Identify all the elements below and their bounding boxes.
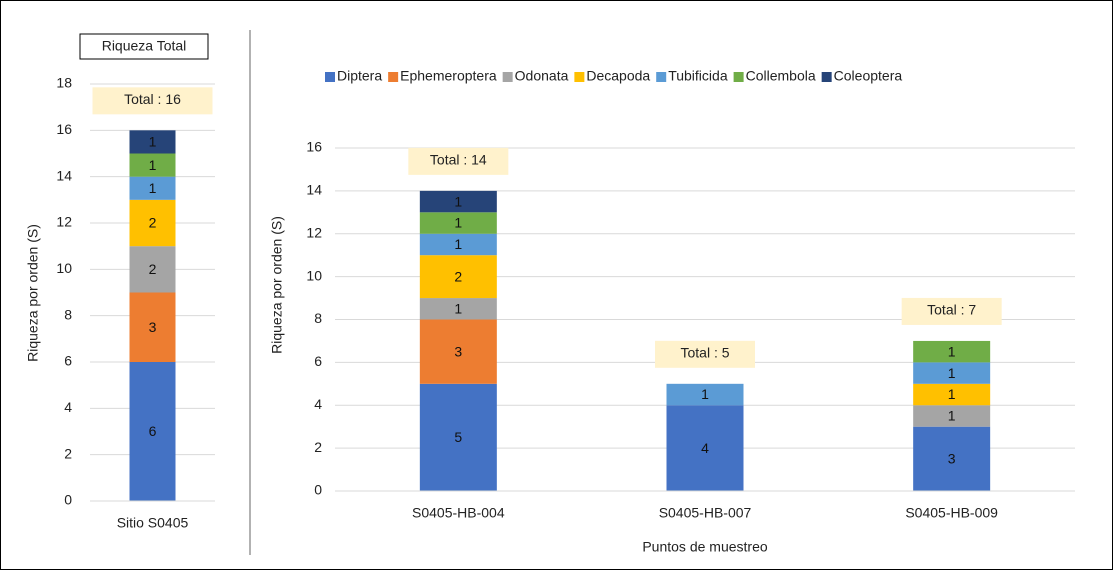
y-tick-label: 4 [64,399,72,415]
x-axis-label: Puntos de muestreo [642,539,768,555]
bar-segment [129,246,176,293]
y-tick-label: 10 [56,260,72,276]
bar-segment [129,362,176,501]
legend-swatch [574,72,585,82]
data-label: 1 [454,300,462,316]
legend-swatch [325,72,335,82]
annotation: Total : 5 [680,345,729,361]
bar-segment [913,405,991,427]
y-tick-label: 6 [64,353,72,369]
bar-segment [913,362,991,384]
annotation: Total : 7 [927,302,976,318]
legend-label: Coleoptera [834,68,903,84]
bar-segment [129,199,176,247]
y-axis-label: Riqueza por orden (S) [269,216,285,354]
y-tick-label: 12 [56,214,72,230]
data-label: 6 [149,423,157,439]
bar-segment [666,405,744,491]
data-label: 1 [701,386,709,402]
data-label: 2 [454,268,462,284]
bar-segment [419,190,497,213]
legend-swatch [821,72,832,82]
legend-swatch [656,72,667,82]
bar-segment [129,292,176,362]
y-tick-label: 2 [64,445,72,461]
y-tick-label: 4 [314,396,322,412]
y-tick-label: 6 [314,353,322,369]
x-tick-label: S0405-HB-009 [905,505,998,521]
x-tick-label: S0405-HB-007 [659,505,752,521]
y-tick-label: 14 [306,182,322,198]
bar-segment [419,298,497,320]
bar-segment [129,153,176,177]
chart-title: Riqueza Total [102,38,187,54]
data-label: 1 [454,236,462,252]
legend-label: Decapoda [586,68,650,84]
annotation-box [92,87,213,115]
data-label: 1 [948,386,956,402]
data-label: 2 [149,261,157,277]
y-tick-label: 0 [314,482,322,498]
bar-segment [129,176,176,200]
data-label: 1 [948,343,956,359]
y-tick-label: 8 [314,310,322,326]
data-label: 3 [948,451,956,467]
bar-segment [419,233,497,256]
legend-label: Collembola [746,68,816,84]
data-label: 4 [701,440,709,456]
legend-label: Odonata [515,68,569,84]
bar-segment [419,255,497,299]
bar-segment [419,383,497,491]
bar-segment [913,340,991,363]
data-label: 1 [149,157,157,173]
data-label: 1 [948,365,956,381]
x-tick-label: S0405-HB-004 [412,505,505,521]
bar-segment [419,212,497,234]
data-label: 1 [454,215,462,231]
y-tick-label: 2 [314,439,322,455]
legend-swatch [502,72,513,82]
bar-segment [913,383,991,406]
y-tick-label: 10 [306,267,322,283]
data-label: 5 [454,429,462,445]
annotation: Total : 16 [124,91,181,107]
legend-swatch [733,72,744,82]
annotation-box [655,340,755,368]
y-tick-label: 16 [306,139,322,155]
data-label: 1 [149,134,157,150]
y-tick-label: 0 [64,492,72,508]
title-box [79,33,209,60]
data-label: 3 [149,319,157,335]
annotation-box [901,297,1002,325]
y-tick-label: 12 [306,224,322,240]
y-tick-label: 16 [56,121,72,137]
y-tick-label: 14 [56,167,72,183]
data-label: 2 [149,215,157,231]
bar-segment [419,319,497,384]
annotation-box [408,147,509,175]
legend-label: Tubificida [668,68,728,84]
data-label: 3 [454,343,462,359]
y-tick-label: 18 [56,75,72,91]
x-tick-label: Sitio S0405 [117,515,189,531]
annotation: Total : 14 [430,152,487,168]
data-label: 1 [149,180,157,196]
bar-segment [913,426,991,491]
data-label: 1 [454,193,462,209]
bar-segment [129,130,176,154]
bar-segment [666,383,744,406]
legend-label: Ephemeroptera [400,68,497,84]
data-label: 1 [948,408,956,424]
y-axis-label: Riqueza por orden (S) [25,224,41,362]
legend-swatch [388,72,399,82]
legend-label: Diptera [337,68,382,84]
y-tick-label: 8 [64,306,72,322]
